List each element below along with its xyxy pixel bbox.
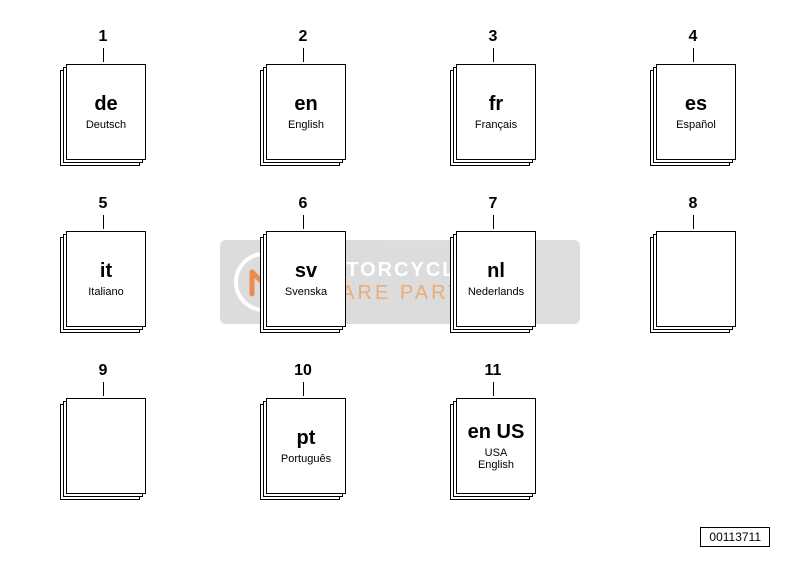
book-icon — [650, 229, 736, 333]
book-cover — [66, 398, 146, 494]
book-connector — [693, 215, 694, 229]
book-code: it — [100, 260, 112, 282]
book-language: Nederlands — [468, 286, 524, 298]
book-icon — [60, 396, 146, 500]
book-code: de — [94, 93, 117, 115]
book-10: 10 pt Português — [260, 362, 346, 500]
book-number: 6 — [260, 195, 346, 213]
book-cover — [656, 231, 736, 327]
book-connector — [493, 382, 494, 396]
book-code: nl — [487, 260, 505, 282]
book-number: 3 — [450, 28, 536, 46]
book-language: Deutsch — [86, 119, 126, 131]
book-language: Português — [281, 453, 331, 465]
book-4: 4 es Español — [650, 28, 736, 166]
book-number: 4 — [650, 28, 736, 46]
book-icon: en US USAEnglish — [450, 396, 536, 500]
book-9: 9 — [60, 362, 146, 500]
book-number: 11 — [450, 362, 536, 380]
book-cover: nl Nederlands — [456, 231, 536, 327]
book-connector — [103, 215, 104, 229]
book-cover: it Italiano — [66, 231, 146, 327]
book-language: Français — [475, 119, 517, 131]
book-connector — [103, 48, 104, 62]
book-code: en US — [468, 421, 525, 443]
book-number: 5 — [60, 195, 146, 213]
book-cover: en English — [266, 64, 346, 160]
book-number: 7 — [450, 195, 536, 213]
book-cover: de Deutsch — [66, 64, 146, 160]
book-connector — [303, 382, 304, 396]
book-icon: de Deutsch — [60, 62, 146, 166]
book-language: Español — [676, 119, 716, 131]
book-connector — [693, 48, 694, 62]
book-icon: sv Svenska — [260, 229, 346, 333]
book-number: 9 — [60, 362, 146, 380]
book-7: 7 nl Nederlands — [450, 195, 536, 333]
book-language: Italiano — [88, 286, 123, 298]
book-icon: en English — [260, 62, 346, 166]
book-number: 1 — [60, 28, 146, 46]
book-connector — [493, 48, 494, 62]
reference-number: 00113711 — [700, 527, 770, 547]
book-8: 8 — [650, 195, 736, 333]
book-connector — [103, 382, 104, 396]
book-icon: es Español — [650, 62, 736, 166]
book-3: 3 fr Français — [450, 28, 536, 166]
book-language: English — [288, 119, 324, 131]
book-2: 2 en English — [260, 28, 346, 166]
book-cover: sv Svenska — [266, 231, 346, 327]
book-connector — [303, 215, 304, 229]
book-11: 11 en US USAEnglish — [450, 362, 536, 500]
book-code: sv — [295, 260, 317, 282]
book-icon: pt Português — [260, 396, 346, 500]
book-connector — [493, 215, 494, 229]
book-cover: es Español — [656, 64, 736, 160]
book-icon: it Italiano — [60, 229, 146, 333]
book-language: Svenska — [285, 286, 327, 298]
book-code: fr — [489, 93, 503, 115]
book-6: 6 sv Svenska — [260, 195, 346, 333]
book-connector — [303, 48, 304, 62]
book-code: pt — [297, 427, 316, 449]
book-code: en — [294, 93, 317, 115]
book-cover: en US USAEnglish — [456, 398, 536, 494]
book-language: USAEnglish — [478, 447, 514, 471]
book-icon: fr Français — [450, 62, 536, 166]
book-number: 10 — [260, 362, 346, 380]
book-icon: nl Nederlands — [450, 229, 536, 333]
book-cover: pt Português — [266, 398, 346, 494]
book-code: es — [685, 93, 707, 115]
book-number: 8 — [650, 195, 736, 213]
book-cover: fr Français — [456, 64, 536, 160]
book-5: 5 it Italiano — [60, 195, 146, 333]
book-1: 1 de Deutsch — [60, 28, 146, 166]
book-number: 2 — [260, 28, 346, 46]
